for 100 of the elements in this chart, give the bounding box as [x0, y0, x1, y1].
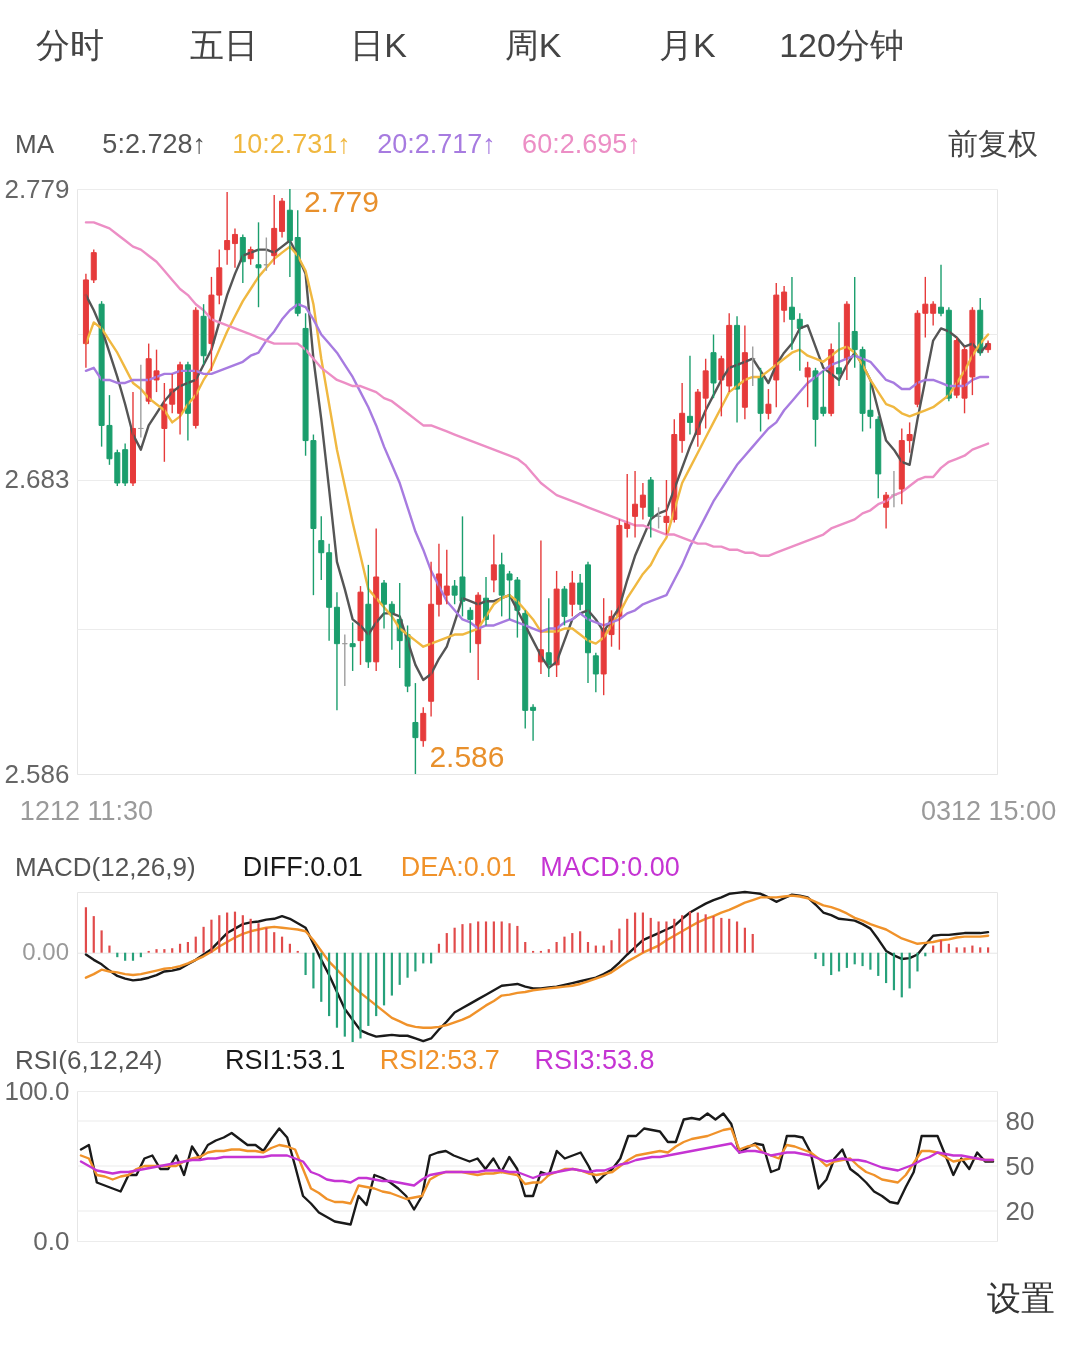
bar [273, 932, 276, 953]
bar [869, 952, 872, 970]
text: 五日 [190, 26, 259, 64]
bar [955, 947, 958, 953]
annotation: 2.586 [429, 740, 505, 773]
text: 20:2.717↑ [377, 129, 496, 159]
line-series [79, 1112, 995, 1226]
bar [963, 947, 966, 953]
bar [563, 936, 566, 953]
text: 10:2.731↑ [232, 129, 351, 159]
bar [892, 952, 896, 991]
bar [461, 924, 464, 953]
bar [335, 952, 339, 1028]
bar [186, 942, 190, 953]
text: 周K [504, 26, 562, 64]
bar [743, 927, 746, 953]
bar [547, 949, 550, 953]
text: 前复权 [948, 127, 1038, 160]
bar [845, 952, 848, 968]
text: 5:2.728↑ [102, 129, 206, 159]
bar [947, 943, 950, 953]
bar [445, 933, 448, 953]
candlestick [663, 479, 670, 536]
bar [194, 936, 197, 953]
x-tick-label: 1212 11:30 [19, 795, 153, 826]
bar [312, 952, 315, 989]
line-series [79, 1142, 995, 1187]
text: 120分钟 [779, 26, 904, 64]
y2-tick-label: 50 [1005, 1150, 1035, 1181]
y-tick-label: 0.0 [33, 1225, 70, 1256]
bar [484, 921, 488, 953]
text: 0.00 [22, 937, 69, 965]
bar [155, 949, 158, 953]
bar [665, 921, 668, 953]
bar [257, 923, 260, 953]
bar [280, 936, 284, 953]
bar [579, 931, 582, 953]
bar [100, 930, 103, 953]
candlestick [561, 585, 568, 627]
bar [241, 915, 244, 953]
bar [226, 912, 229, 953]
bar [884, 952, 888, 984]
text: 60:2.695↑ [522, 129, 641, 159]
candlestick [757, 367, 764, 433]
candlestick [255, 221, 262, 308]
bar [320, 952, 323, 1002]
bar [814, 952, 817, 959]
series-label: MACD:0.00 [540, 852, 680, 882]
bar [178, 943, 182, 953]
bar [492, 921, 495, 953]
bar [406, 952, 409, 978]
bar [696, 912, 699, 953]
y2-tick-label: 80 [1005, 1105, 1035, 1136]
text: 设置 [987, 1279, 1055, 1317]
candlestick [357, 585, 364, 666]
bar [861, 952, 864, 967]
chart-title: MA [15, 129, 55, 159]
bar [939, 940, 943, 953]
bar [469, 923, 472, 953]
text: DEA:0.01 [400, 852, 517, 882]
text: 日K [350, 26, 408, 64]
bar [304, 952, 307, 976]
bar [633, 912, 637, 953]
bar [343, 952, 346, 1037]
bar [390, 952, 393, 996]
line-series [84, 221, 990, 557]
candlestick [710, 333, 717, 399]
bar [555, 942, 558, 953]
candlestick [349, 621, 356, 672]
chart-title: MACD(12,26,9) [15, 852, 196, 882]
y-tick-label: 2.779 [4, 173, 70, 204]
bar [524, 942, 527, 953]
bar [108, 945, 111, 953]
bar [649, 917, 652, 953]
x-tick-label: 0312 15:00 [921, 795, 1057, 826]
bar [704, 914, 707, 953]
text: 月K [658, 26, 716, 64]
bar [359, 952, 362, 1039]
bar [249, 918, 252, 953]
candlestick [412, 682, 419, 775]
bar [218, 915, 221, 953]
bar [233, 911, 237, 953]
bar [822, 952, 825, 967]
bar [171, 948, 174, 953]
bar [641, 912, 645, 953]
bar [288, 943, 291, 953]
bar [414, 952, 417, 972]
y-tick-label: 2.586 [4, 758, 70, 789]
bar [979, 947, 982, 953]
bar [712, 916, 715, 953]
bar [202, 926, 205, 953]
candlestick [804, 361, 811, 408]
bar [728, 918, 731, 953]
bar [986, 947, 990, 953]
bar [586, 942, 590, 953]
bar [735, 921, 739, 953]
bar [382, 952, 386, 1006]
bar [500, 921, 503, 953]
text: RSI3:53.8 [534, 1045, 655, 1075]
bar [265, 927, 268, 953]
